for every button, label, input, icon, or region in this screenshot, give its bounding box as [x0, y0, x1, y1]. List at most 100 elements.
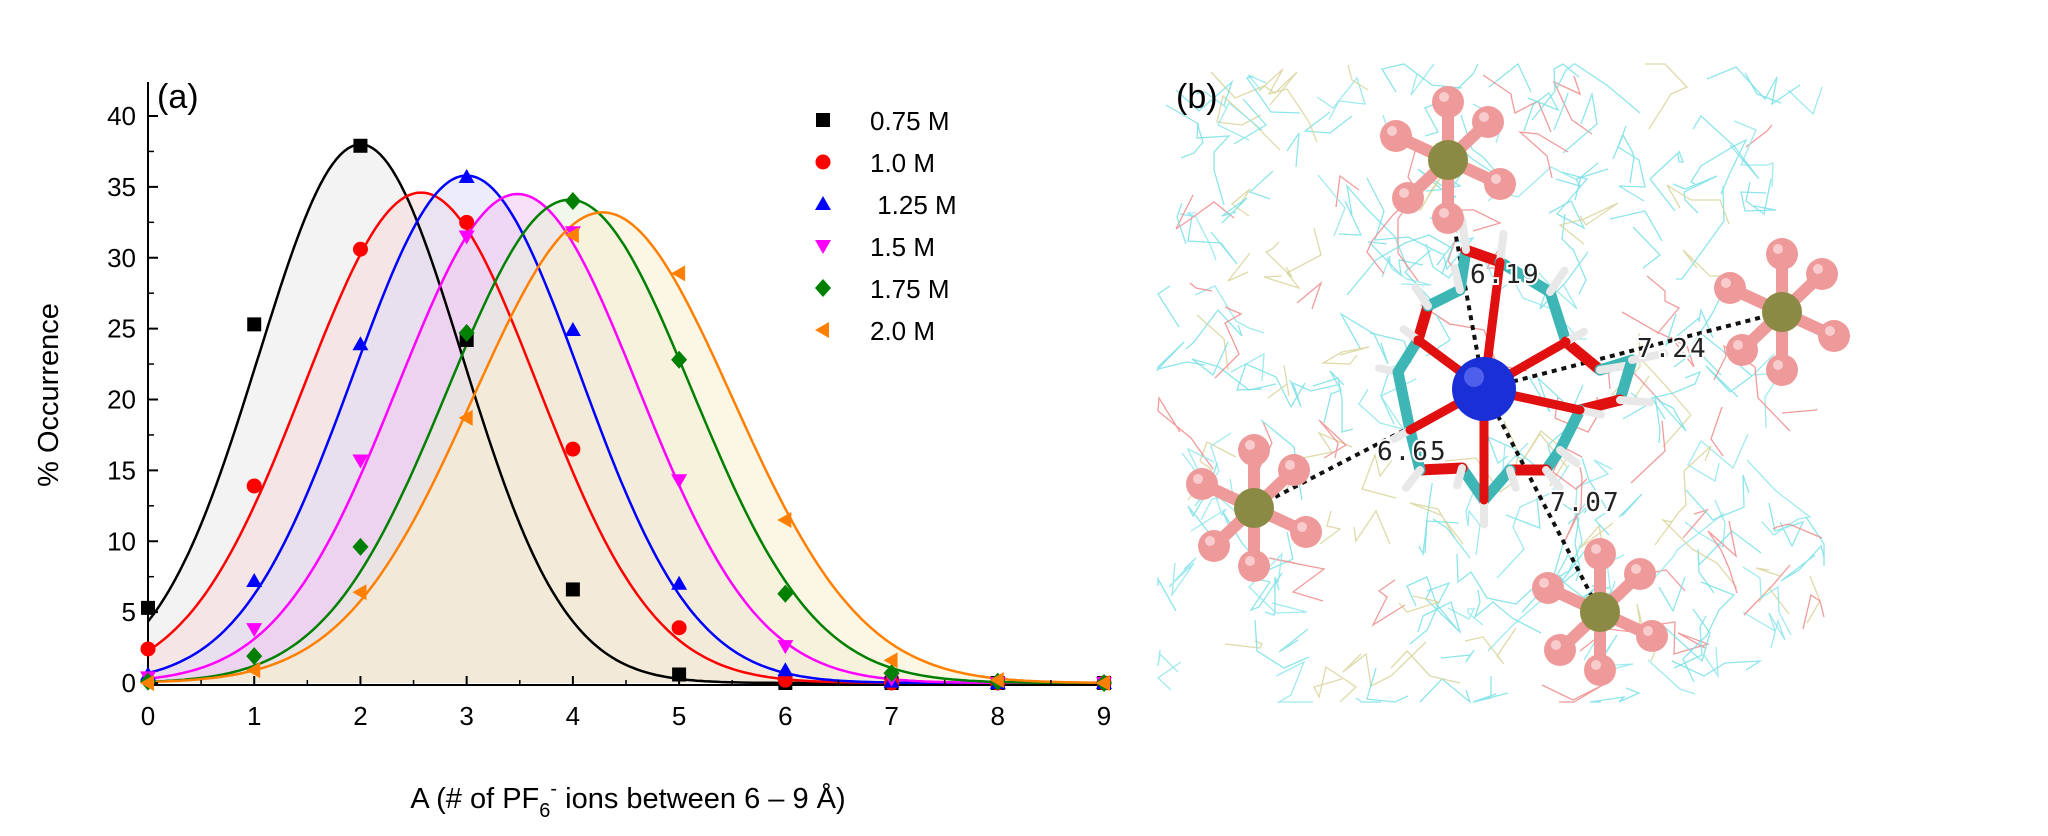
solvent-line — [1216, 94, 1281, 151]
solvent-line — [1419, 678, 1472, 704]
solvent-line — [1380, 63, 1463, 93]
y-tick-label-8: 35 — [107, 172, 136, 202]
y-tick-label-3: 10 — [107, 526, 136, 556]
data-point-5-3 — [352, 537, 369, 556]
solvent-line — [1286, 132, 1300, 168]
solvent-line — [1496, 464, 1570, 579]
data-point-1-5 — [565, 582, 580, 597]
solvent-line — [1618, 493, 1643, 518]
data-point-3-7 — [777, 662, 794, 677]
legend-label-5: 1.75 M — [870, 274, 950, 304]
data-point-2-5 — [565, 441, 581, 457]
glyme-bond — [1614, 354, 1638, 406]
fluorine-highlight — [1539, 578, 1549, 588]
solvent-line — [1353, 509, 1391, 545]
hydrogen-bond — [1616, 396, 1654, 407]
solvent-line — [1179, 213, 1238, 265]
solvent-line — [1398, 595, 1442, 613]
x-tick-label-1: 0 — [141, 701, 155, 731]
x-tick-label-8: 7 — [884, 701, 898, 731]
fluorine-highlight — [1193, 474, 1203, 484]
solvent-line — [1518, 131, 1569, 179]
panel-b-structure: 6.19 7.24 6.65 7.07 (b) — [1155, 62, 1850, 704]
solvent-line — [1781, 408, 1818, 414]
hydrogen-bond — [1546, 266, 1569, 296]
panel-label-b: (b) — [1176, 78, 1218, 116]
solvent-line — [1502, 442, 1529, 471]
data-point-6-3 — [352, 584, 367, 601]
distance-label-3: 6.65 — [1377, 437, 1448, 467]
solvent-line — [1230, 188, 1251, 217]
data-point-3-3 — [352, 336, 369, 351]
solvent-line — [1168, 557, 1197, 598]
solvent-line — [1196, 314, 1229, 371]
panel-label-a: (a) — [157, 78, 199, 116]
solvent-line — [1236, 363, 1306, 409]
phosphorus-atom — [1580, 592, 1620, 632]
solvent-line — [1194, 432, 1232, 507]
fluorine-highlight — [1479, 112, 1489, 122]
fluorine-highlight — [1297, 522, 1307, 532]
hydrogen-bond — [1453, 464, 1466, 490]
data-point-5-4 — [458, 323, 475, 342]
solvent-line — [1787, 86, 1823, 116]
solvent-line — [1707, 520, 1738, 594]
fluorine-highlight — [1439, 208, 1449, 218]
fluorine-atom — [1726, 334, 1758, 366]
phosphorus-atom — [1428, 140, 1468, 180]
solvent-line — [1447, 607, 1484, 626]
solvent-line — [1366, 177, 1443, 255]
legend-label-4: 1.5 M — [870, 232, 935, 262]
solvent-line — [1640, 621, 1711, 655]
legend-marker-5 — [815, 279, 831, 297]
solvent-line — [1347, 64, 1369, 91]
solvent-line — [1440, 649, 1475, 663]
fit-curve-6 — [147, 211, 1110, 685]
solvent-line — [1245, 75, 1301, 114]
distance-label-4: 7.07 — [1550, 488, 1621, 518]
distance-line-2 — [1483, 310, 1783, 391]
solvent-line — [1673, 349, 1722, 376]
axes: 0 5 10 15 20 25 30 35 40 0 1 2 3 4 5 6 7 8 9 — [107, 82, 1111, 731]
x-axis-title-rest: ions between 6 – 9 Å) — [557, 782, 846, 815]
data-point-4-2 — [246, 623, 263, 638]
fluorine-highlight — [1439, 92, 1449, 102]
solvent-line — [1157, 576, 1177, 612]
solvent-line — [1755, 567, 1781, 577]
fluorine-atom — [1278, 454, 1310, 486]
fluorine-atom — [1714, 272, 1746, 304]
y-tick-label-5: 20 — [107, 385, 136, 415]
solvent-line — [1367, 241, 1424, 277]
hydrogen-bond — [1556, 446, 1581, 468]
solvent-line — [1574, 162, 1599, 201]
solvent-line — [1339, 312, 1389, 365]
fluorine-atom — [1392, 182, 1424, 214]
solvent-line — [1296, 281, 1323, 310]
fluorine-atom — [1290, 516, 1322, 548]
solvent-line — [1194, 285, 1265, 334]
data-point-1-1 — [141, 600, 155, 615]
solvent-line — [1186, 212, 1217, 261]
fluorine-highlight — [1773, 244, 1783, 254]
pf6-anions — [1186, 86, 1850, 686]
data-point-3-2 — [246, 572, 263, 587]
hydrogen-bond — [1401, 466, 1424, 492]
solvent-line — [1684, 499, 1726, 549]
solvent-line — [1553, 553, 1581, 582]
solvent-line — [1513, 455, 1526, 460]
solvent-line — [1157, 285, 1180, 328]
solvent-line — [1648, 512, 1725, 585]
data-point-2-6 — [671, 620, 687, 636]
solvent-line — [1456, 553, 1545, 605]
legend-marker-3 — [815, 196, 831, 210]
fluorine-atom — [1380, 120, 1412, 152]
fluorine-highlight — [1205, 536, 1215, 546]
pf6-anion-4 — [1532, 538, 1668, 686]
fluorine-highlight — [1245, 440, 1255, 450]
solvent-line — [1660, 518, 1738, 589]
solvent-line — [1552, 447, 1588, 490]
glyme-bond — [1494, 256, 1556, 298]
data-point-2-1 — [140, 641, 156, 657]
data-point-1-2 — [247, 317, 262, 332]
solvent-line — [1740, 191, 1777, 212]
